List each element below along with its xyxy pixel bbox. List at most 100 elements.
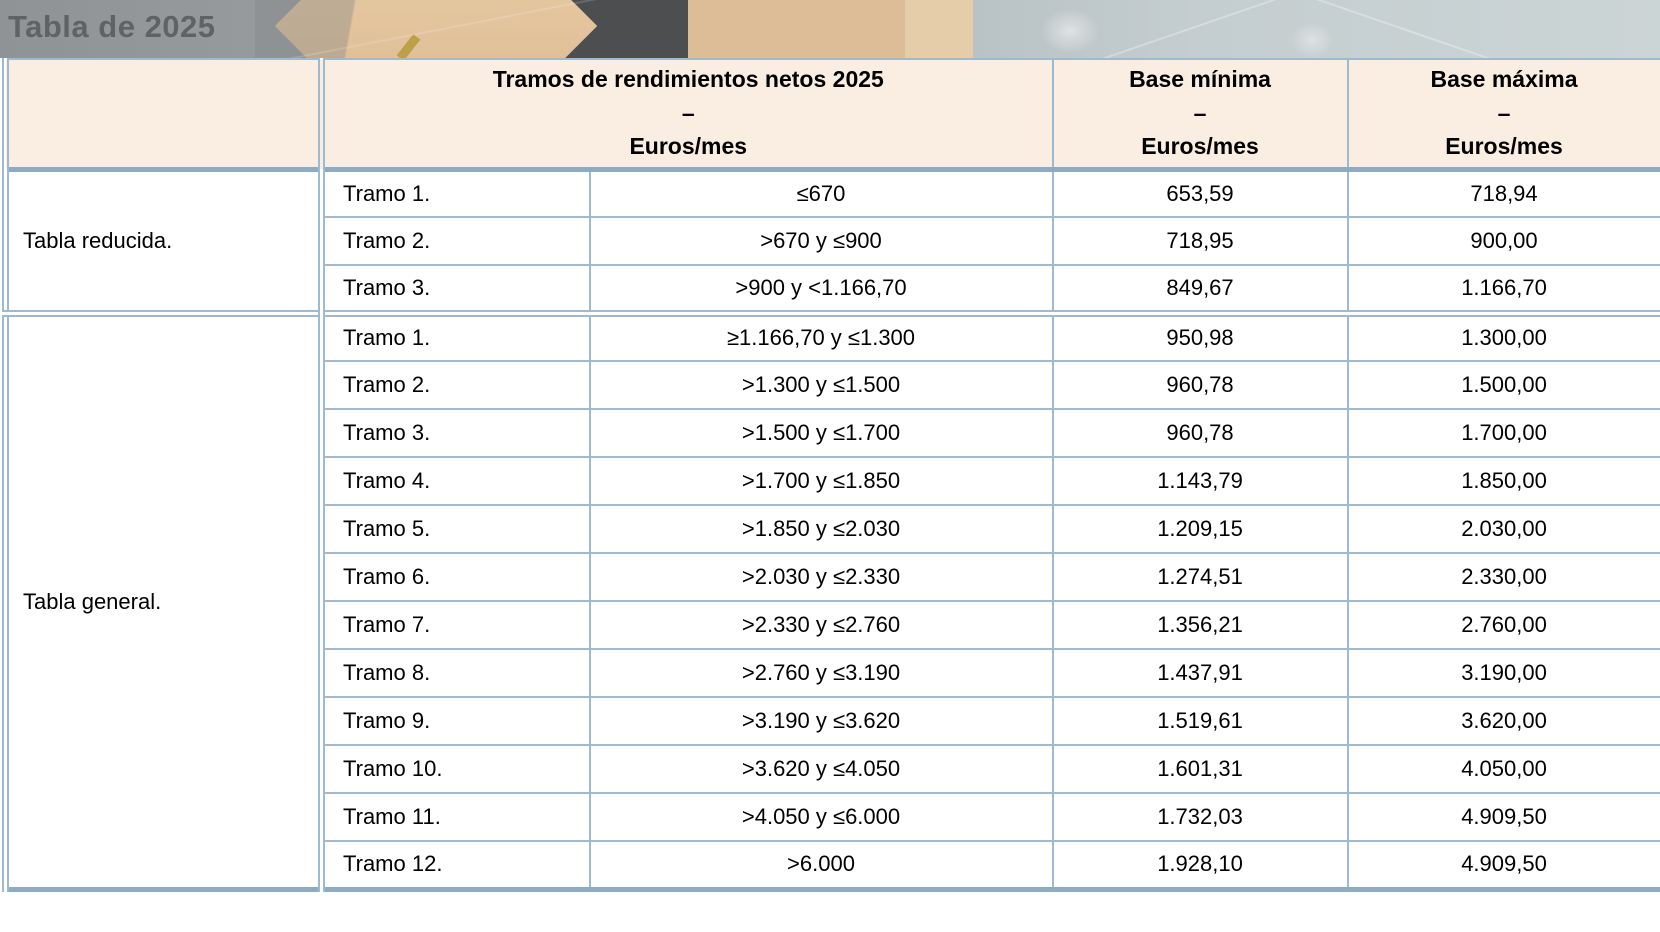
table-row: Tramo 2. >1.300 y ≤1.500 960,78 1.500,00	[6, 360, 1660, 410]
table-row: Tramo 9. >3.190 y ≤3.620 1.519,61 3.620,…	[6, 696, 1660, 746]
base-minima-cell: 1.601,31	[1051, 744, 1349, 794]
base-minima-cell: 718,95	[1051, 216, 1349, 266]
tramo-cell: Tramo 5.	[320, 504, 591, 554]
base-minima-cell: 960,78	[1051, 360, 1349, 410]
base-minima-cell: 1.928,10	[1051, 840, 1349, 890]
tramo-cell: Tramo 12.	[320, 840, 591, 890]
base-maxima-cell: 4.909,50	[1346, 840, 1660, 890]
tramo-cell: Tramo 2.	[320, 360, 591, 410]
section-label: Tabla reducida.	[4, 168, 325, 314]
table-row: Tramo 10. >3.620 y ≤4.050 1.601,31 4.050…	[6, 744, 1660, 794]
range-cell: >2.760 y ≤3.190	[588, 648, 1054, 698]
header-base-maxima: Base máxima – Euros/mes	[1346, 58, 1660, 172]
base-minima-cell: 1.519,61	[1051, 696, 1349, 746]
tramo-cell: Tramo 8.	[320, 648, 591, 698]
base-maxima-cell: 2.330,00	[1346, 552, 1660, 602]
tramo-cell: Tramo 2.	[320, 216, 591, 266]
section-label: Tabla general.	[4, 309, 325, 890]
decor-network-node	[1040, 8, 1100, 54]
decor-gray-overlay	[255, 0, 470, 58]
range-cell: >2.030 y ≤2.330	[588, 552, 1054, 602]
header-tramos: Tramos de rendimientos netos 2025 – Euro…	[320, 58, 1054, 172]
base-maxima-cell: 4.050,00	[1346, 744, 1660, 794]
header-base-maxima-unit: Euros/mes	[1445, 132, 1563, 159]
table-row: Tramo 12. >6.000 1.928,10 4.909,50	[6, 840, 1660, 890]
base-maxima-cell: 3.620,00	[1346, 696, 1660, 746]
header-row: Tramos de rendimientos netos 2025 – Euro…	[4, 58, 1660, 172]
base-minima-cell: 849,67	[1051, 264, 1349, 314]
tramo-cell: Tramo 3.	[320, 264, 591, 314]
table-row: Tramo 3. >900 y <1.166,70 849,67 1.166,7…	[6, 264, 1660, 314]
decor-network-node	[1290, 22, 1334, 58]
range-cell: >1.300 y ≤1.500	[588, 360, 1054, 410]
range-cell: >1.700 y ≤1.850	[588, 456, 1054, 506]
range-cell: >900 y <1.166,70	[588, 264, 1054, 314]
base-maxima-cell: 1.300,00	[1346, 309, 1660, 362]
base-maxima-cell: 900,00	[1346, 216, 1660, 266]
base-minima-cell: 1.143,79	[1051, 456, 1349, 506]
base-maxima-cell: 718,94	[1346, 168, 1660, 218]
range-cell: >6.000	[588, 840, 1054, 890]
tramo-cell: Tramo 11.	[320, 792, 591, 842]
table-row: Tabla general. Tramo 1. ≥1.166,70 y ≤1.30…	[4, 309, 1660, 890]
range-cell: >2.330 y ≤2.760	[588, 600, 1054, 650]
header-base-minima-unit: Euros/mes	[1141, 132, 1259, 159]
header-base-minima-title: Base mínima	[1129, 66, 1271, 93]
tramo-cell: Tramo 4.	[320, 456, 591, 506]
range-cell: >3.620 y ≤4.050	[588, 744, 1054, 794]
header-tramos-unit: Euros/mes	[629, 132, 748, 159]
base-maxima-cell: 2.030,00	[1346, 504, 1660, 554]
header-base-maxima-title: Base máxima	[1430, 66, 1578, 93]
header-base-maxima-separator: –	[1497, 99, 1511, 126]
rates-table: Tramos de rendimientos netos 2025 – Euro…	[2, 58, 1660, 892]
base-minima-cell: 960,78	[1051, 408, 1349, 458]
table-row: Tramo 11. >4.050 y ≤6.000 1.732,03 4.909…	[6, 792, 1660, 842]
base-minima-cell: 1.274,51	[1051, 552, 1349, 602]
page-title: Tabla de 2025	[8, 9, 216, 44]
base-maxima-cell: 4.909,50	[1346, 792, 1660, 842]
base-minima-cell: 653,59	[1051, 168, 1349, 218]
header-tramos-separator: –	[681, 99, 695, 126]
base-minima-cell: 1.209,15	[1051, 504, 1349, 554]
tramo-cell: Tramo 9.	[320, 696, 591, 746]
range-cell: >4.050 y ≤6.000	[588, 792, 1054, 842]
header-base-minima-separator: –	[1193, 99, 1207, 126]
base-maxima-cell: 2.760,00	[1346, 600, 1660, 650]
base-maxima-cell: 3.190,00	[1346, 648, 1660, 698]
table-row: Tramo 7. >2.330 y ≤2.760 1.356,21 2.760,…	[6, 600, 1660, 650]
header-tramos-title: Tramos de rendimientos netos 2025	[492, 66, 884, 93]
decor-wooden-block-corner	[905, 0, 973, 58]
table-row: Tramo 4. >1.700 y ≤1.850 1.143,79 1.850,…	[6, 456, 1660, 506]
range-cell: >1.850 y ≤2.030	[588, 504, 1054, 554]
table-row: Tramo 5. >1.850 y ≤2.030 1.209,15 2.030,…	[6, 504, 1660, 554]
table-row: Tramo 3. >1.500 y ≤1.700 960,78 1.700,00	[6, 408, 1660, 458]
tramo-cell: Tramo 1.	[320, 168, 591, 218]
base-maxima-cell: 1.500,00	[1346, 360, 1660, 410]
range-cell: ≤670	[588, 168, 1054, 218]
tramo-cell: Tramo 1.	[320, 309, 591, 362]
tramo-cell: Tramo 10.	[320, 744, 591, 794]
header-base-minima: Base mínima – Euros/mes	[1051, 58, 1349, 172]
table-body: Tabla reducida. Tramo 1. ≤670 653,59 718,…	[4, 168, 1660, 890]
tramo-cell: Tramo 7.	[320, 600, 591, 650]
base-minima-cell: 1.356,21	[1051, 600, 1349, 650]
tramo-cell: Tramo 6.	[320, 552, 591, 602]
range-cell: ≥1.166,70 y ≤1.300	[588, 309, 1054, 362]
range-cell: >1.500 y ≤1.700	[588, 408, 1054, 458]
base-maxima-cell: 1.166,70	[1346, 264, 1660, 314]
table-row: Tabla reducida. Tramo 1. ≤670 653,59 718,…	[4, 168, 1660, 314]
base-maxima-cell: 1.700,00	[1346, 408, 1660, 458]
base-maxima-cell: 1.850,00	[1346, 456, 1660, 506]
base-minima-cell: 950,98	[1051, 309, 1349, 362]
base-minima-cell: 1.732,03	[1051, 792, 1349, 842]
table-row: Tramo 8. >2.760 y ≤3.190 1.437,91 3.190,…	[6, 648, 1660, 698]
range-cell: >3.190 y ≤3.620	[588, 696, 1054, 746]
tramo-cell: Tramo 3.	[320, 408, 591, 458]
banner: Tabla de 2025	[0, 0, 1660, 58]
corner-header-cell	[4, 58, 325, 172]
base-minima-cell: 1.437,91	[1051, 648, 1349, 698]
decor-network-line	[1200, 0, 1560, 58]
table-row: Tramo 2. >670 y ≤900 718,95 900,00	[6, 216, 1660, 266]
range-cell: >670 y ≤900	[588, 216, 1054, 266]
table-row: Tramo 6. >2.030 y ≤2.330 1.274,51 2.330,…	[6, 552, 1660, 602]
